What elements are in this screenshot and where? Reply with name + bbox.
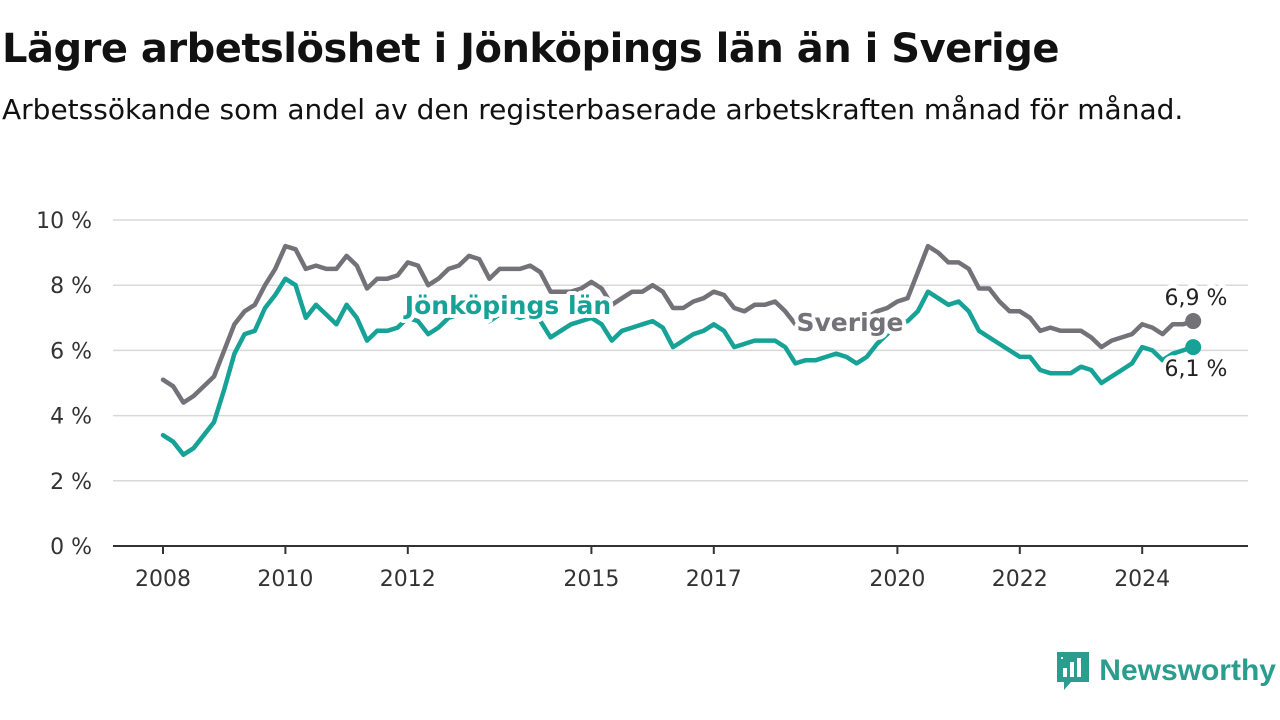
y-tick-label: 6 % (50, 339, 92, 364)
newsworthy-logo: Newsworthy (1055, 650, 1276, 692)
y-tick-label: 4 % (50, 405, 92, 430)
x-tick-label: 2008 (135, 567, 191, 592)
end-value-sverige: 6,9 % (1165, 286, 1228, 311)
x-tick-label: 2020 (869, 567, 925, 592)
chart-title: Lägre arbetslöshet i Jönköpings län än i… (2, 26, 1059, 72)
series-line-sverige (160, 243, 1196, 405)
series-label-jonkoping: Jönköpings län (403, 291, 611, 320)
end-value-sverige-halo: 6,9 % (1165, 286, 1228, 311)
gridlines (113, 219, 1248, 482)
newsworthy-chart-icon (1057, 652, 1090, 690)
series-end-marker (1185, 339, 1202, 356)
series-line-jonkoping (160, 276, 1196, 457)
series-label-jonkoping-halo: Jönköpings län (403, 291, 611, 320)
x-axis-ticks: 2008 2010 2012 2015 2017 2020 2022 2024 (113, 545, 1248, 592)
y-tick-label: 2 % (50, 470, 92, 495)
x-tick-label: 2022 (992, 567, 1048, 592)
chart-subtitle: Arbetssökande som andel av den registerb… (2, 93, 1184, 126)
x-tick-label: 2024 (1114, 567, 1170, 592)
x-tick-label: 2012 (380, 567, 436, 592)
y-tick-label: 0 % (50, 535, 92, 560)
x-tick-label: 2010 (257, 567, 313, 592)
end-value-jonkoping-halo: 6,1 % (1165, 357, 1228, 382)
end-value-jonkoping: 6,1 % (1165, 357, 1228, 382)
series-label-sverige-halo: Sverige (796, 308, 903, 337)
x-tick-label: 2015 (563, 567, 619, 592)
brand-name: Newsworthy (1099, 654, 1276, 687)
series-label-sverige: Sverige (796, 308, 903, 337)
x-tick-label: 2017 (686, 567, 742, 592)
series-lines (160, 243, 1202, 457)
y-tick-label: 10 % (36, 209, 92, 234)
series-end-marker (1185, 313, 1202, 330)
y-axis-ticks: 0 % 2 % 4 % 6 % 8 % 10 % (36, 209, 92, 560)
y-tick-label: 8 % (50, 274, 92, 299)
